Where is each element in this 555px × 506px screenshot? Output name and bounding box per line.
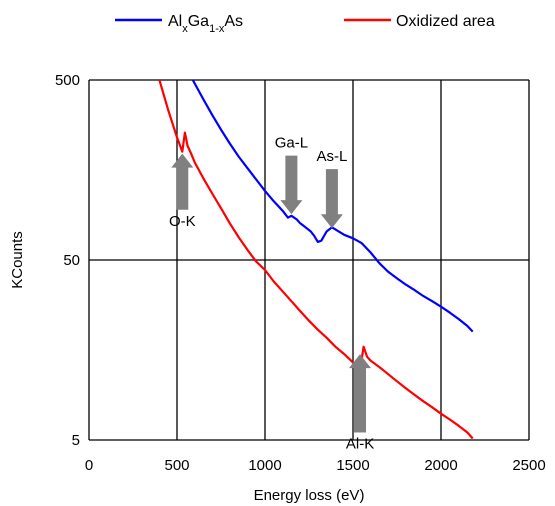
annotation-label-ga-l: Ga-L — [275, 135, 308, 152]
annotations: O-K Ga-L As-L Al-K — [169, 135, 374, 453]
tick-labels: 0 500 1000 1500 2000 2500 5 50 500 — [55, 72, 546, 474]
annotation-arrow-o-k — [171, 153, 194, 210]
x-tick-label-0: 0 — [85, 457, 93, 474]
x-tick-label-5: 2500 — [512, 457, 545, 474]
x-tick-label-2: 1000 — [248, 457, 281, 474]
grid — [88, 79, 530, 441]
x-axis-title: Energy loss (eV) — [254, 487, 365, 504]
series-lines — [158, 80, 474, 440]
legend-label-series-1: AlxGa1-xAs — [168, 13, 243, 35]
series-line-1 — [191, 80, 474, 333]
x-tick-label-3: 1500 — [336, 457, 369, 474]
y-tick-label-0: 5 — [72, 432, 80, 449]
series-line-2 — [158, 80, 474, 440]
x-tick-label-4: 2000 — [424, 457, 457, 474]
legend-label-series-2: Oxidized area — [396, 13, 495, 30]
annotation-label-as-l: As-L — [316, 148, 347, 165]
annotation-label-al-k: Al-K — [346, 436, 374, 453]
annotation-label-o-k: O-K — [169, 213, 196, 230]
annotation-arrow-al-k — [349, 354, 371, 433]
legend: AlxGa1-xAs Oxidized area — [115, 13, 495, 35]
y-axis-title: KCounts — [9, 231, 26, 289]
y-tick-label-2: 500 — [55, 72, 80, 89]
annotation-arrow-as-l — [320, 169, 343, 229]
x-tick-label-1: 500 — [164, 457, 189, 474]
y-tick-label-1: 50 — [63, 252, 80, 269]
annotation-arrow-ga-l — [280, 155, 303, 215]
